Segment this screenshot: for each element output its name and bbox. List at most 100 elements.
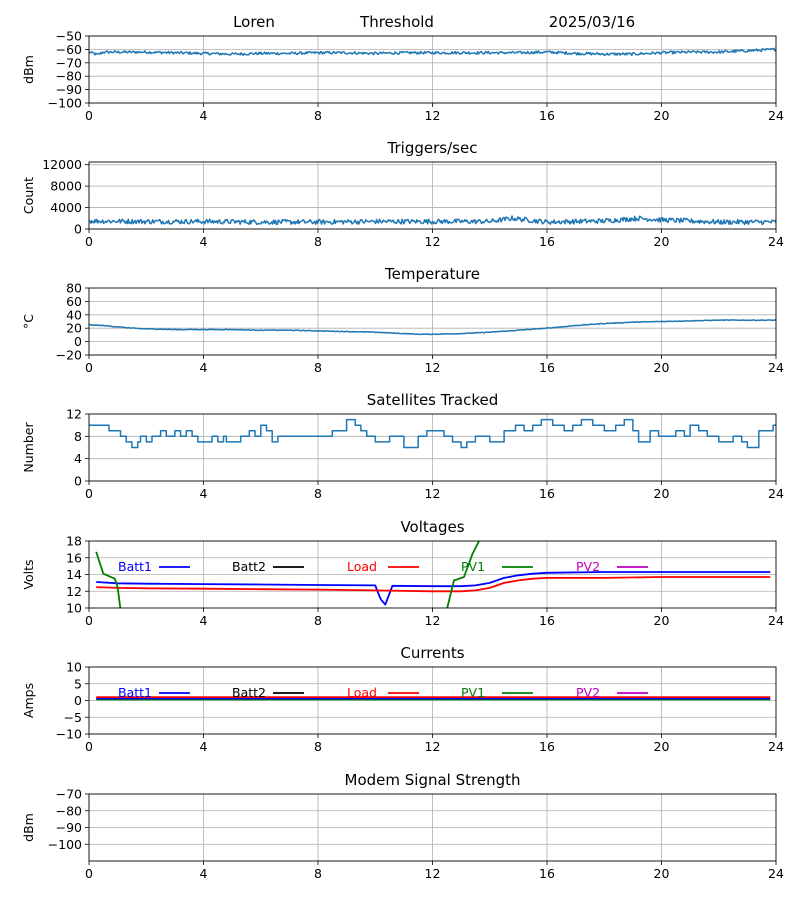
x-tick-label: 20 — [654, 613, 670, 628]
x-tick-label: 0 — [85, 866, 93, 881]
x-tick-label: 8 — [314, 613, 322, 628]
y-tick-label: −60 — [56, 42, 82, 57]
y-tick-label: 5 — [74, 676, 82, 691]
x-tick-label: 0 — [85, 486, 93, 501]
y-tick-label: 10 — [66, 660, 82, 675]
figure-header: Loren Threshold 2025/03/16 — [233, 13, 635, 31]
x-tick-label: 24 — [768, 486, 784, 501]
y-tick-label: 12 — [66, 407, 82, 422]
chart-panel-satellites: Satellites Tracked Number 0 4 8 12 16 20 24 0 4 8 12 — [21, 391, 784, 501]
y-tick-label: 80 — [66, 281, 82, 296]
x-tick-label: 12 — [425, 613, 441, 628]
legend-label-pv1: PV1 — [461, 685, 485, 700]
x-tick-label: 0 — [85, 739, 93, 754]
x-tick-label: 12 — [425, 486, 441, 501]
axes-frame — [88, 35, 777, 104]
legend-label-batt1: Batt1 — [118, 559, 152, 574]
series-line — [89, 319, 776, 336]
axes-frame — [88, 413, 777, 482]
legend-label-pv2: PV2 — [576, 559, 600, 574]
axes-frame — [88, 666, 777, 735]
series-group — [96, 696, 771, 701]
y-axis-label: Number — [21, 422, 36, 473]
y-tick-label: −5 — [64, 710, 82, 725]
x-tick-label: 24 — [768, 360, 784, 375]
y-tick-label: 8 — [74, 429, 82, 444]
y-tick-label: 14 — [66, 567, 82, 582]
y-tick-label: −70 — [56, 55, 82, 70]
x-tick-label: 8 — [314, 360, 322, 375]
y-tick-label: 4 — [74, 451, 82, 466]
x-tick-label: 4 — [200, 108, 208, 123]
chart-title: Currents — [400, 644, 464, 662]
x-tick-label: 0 — [85, 108, 93, 123]
x-tick-label: 0 — [85, 360, 93, 375]
y-axis-label: Count — [21, 177, 36, 214]
chart-title: Voltages — [400, 518, 464, 536]
header-station: Loren — [233, 13, 275, 31]
y-tick-label: 0 — [74, 693, 82, 708]
series-line-batt1 — [96, 571, 771, 606]
x-tick-label: 0 — [85, 613, 93, 628]
y-tick-label: 12 — [66, 584, 82, 599]
x-tick-label: 4 — [200, 486, 208, 501]
x-tick-label: 0 — [85, 234, 93, 249]
series-line-load — [96, 576, 771, 593]
y-tick-label: 10 — [66, 601, 82, 616]
y-tick-label: 12000 — [42, 157, 82, 172]
x-tick-label: 4 — [200, 866, 208, 881]
y-tick-label: −10 — [56, 727, 82, 742]
x-tick-label: 20 — [654, 108, 670, 123]
x-tick-label: 8 — [314, 234, 322, 249]
legend-label-batt2: Batt2 — [232, 685, 266, 700]
x-tick-label: 12 — [425, 739, 441, 754]
series-line — [89, 215, 776, 226]
series-group — [95, 541, 771, 608]
y-axis-label: Amps — [21, 683, 36, 718]
chart-title: Modem Signal Strength — [345, 771, 521, 789]
y-tick-label: 40 — [66, 307, 82, 322]
y-axis-label: dBm — [21, 813, 36, 842]
y-tick-label: 0 — [74, 474, 82, 489]
y-axis-label: °C — [21, 314, 36, 329]
x-tick-label: 20 — [654, 739, 670, 754]
y-tick-label: −80 — [56, 803, 82, 818]
legend-label-batt1: Batt1 — [118, 685, 152, 700]
y-tick-label: −90 — [56, 820, 82, 835]
legend-label-batt2: Batt2 — [232, 559, 266, 574]
x-tick-label: 12 — [425, 234, 441, 249]
x-tick-label: 24 — [768, 739, 784, 754]
y-tick-label: 16 — [66, 550, 82, 565]
x-tick-label: 24 — [768, 108, 784, 123]
chart-panel-modem: Modem Signal Strength dBm 0 4 8 12 16 20 24 −100 −… — [21, 771, 784, 881]
legend-label-load: Load — [347, 559, 377, 574]
chart-title: Satellites Tracked — [367, 391, 498, 409]
axes-frame — [88, 287, 777, 356]
x-tick-label: 16 — [539, 234, 555, 249]
x-tick-label: 4 — [200, 234, 208, 249]
y-tick-label: −70 — [56, 787, 82, 802]
x-tick-label: 4 — [200, 739, 208, 754]
legend-label-pv1: PV1 — [461, 559, 485, 574]
header-date: 2025/03/16 — [549, 13, 635, 31]
y-tick-label: 18 — [66, 534, 82, 549]
axes-frame — [88, 540, 777, 609]
y-tick-label: 4000 — [50, 200, 82, 215]
x-tick-label: 24 — [768, 234, 784, 249]
x-tick-label: 8 — [314, 486, 322, 501]
chart-panel-threshold: dBm 0 4 8 12 16 20 24 −100−90−80−70−60−50 — [21, 29, 784, 124]
chart-title: Triggers/sec — [387, 139, 478, 157]
y-tick-label: 20 — [66, 321, 82, 336]
axes-frame — [88, 793, 777, 862]
legend-label-pv2: PV2 — [576, 685, 600, 700]
x-tick-label: 16 — [539, 360, 555, 375]
series-group — [89, 418, 776, 449]
header-mode: Threshold — [359, 13, 434, 31]
legend-label-load: Load — [347, 685, 377, 700]
y-tick-label: 8000 — [50, 179, 82, 194]
y-axis-label: Volts — [21, 559, 36, 589]
x-tick-label: 16 — [539, 739, 555, 754]
